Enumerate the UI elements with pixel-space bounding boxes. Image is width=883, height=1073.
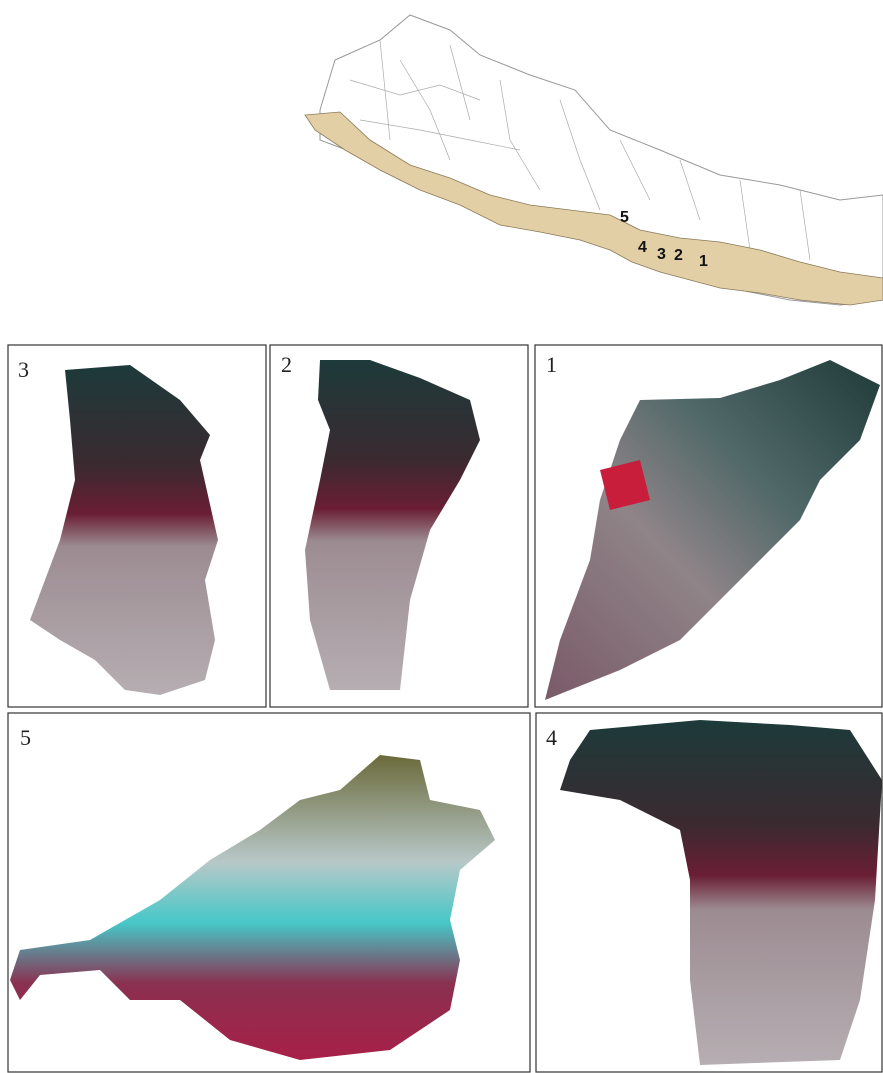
satellite-image xyxy=(10,755,495,1060)
panel-label: 3 xyxy=(18,357,29,382)
map-label: 2 xyxy=(674,247,683,264)
district-map xyxy=(305,15,883,305)
satellite-image xyxy=(560,720,882,1065)
map-label: 4 xyxy=(638,239,647,256)
panel-label: 1 xyxy=(546,352,557,377)
panel-label: 2 xyxy=(281,352,292,377)
map-label: 1 xyxy=(699,253,708,270)
satellite-image xyxy=(545,360,880,700)
satellite-image xyxy=(305,360,480,690)
panel-label: 5 xyxy=(20,725,31,750)
figure: 54321 32154 xyxy=(0,0,883,1073)
map-label: 3 xyxy=(657,246,666,263)
map-label: 5 xyxy=(620,209,629,226)
panel-label: 4 xyxy=(546,725,557,750)
satellite-image xyxy=(30,365,218,695)
